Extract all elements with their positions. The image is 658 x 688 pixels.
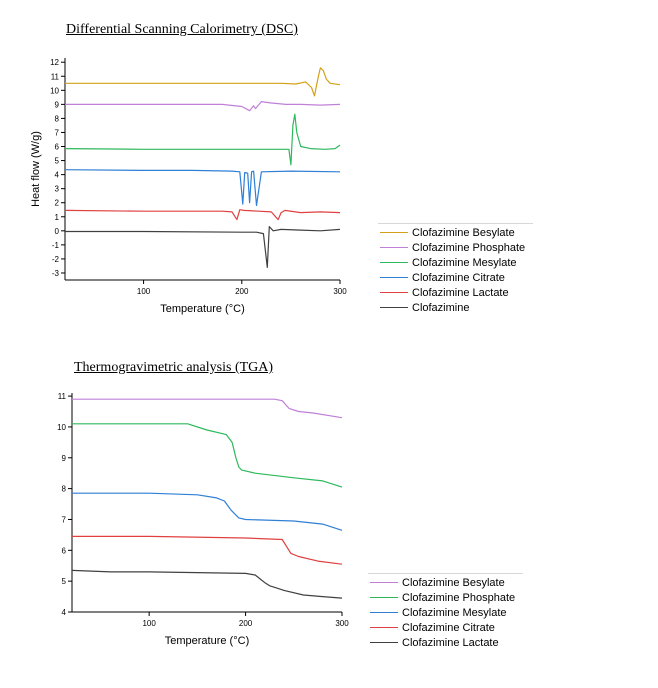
dsc-legend-swatch bbox=[380, 232, 408, 233]
dsc-y-tick-label: 4 bbox=[55, 171, 60, 180]
tga-legend: Clofazimine Besylate Clofazimine Phosphat… bbox=[370, 575, 515, 650]
dsc-y-tick-label: 1 bbox=[55, 213, 60, 222]
tga-legend-rule bbox=[368, 573, 523, 574]
dsc-y-tick-label: 7 bbox=[55, 128, 60, 137]
dsc-x-tick-label: 300 bbox=[333, 287, 347, 296]
dsc-legend-rule bbox=[378, 223, 533, 224]
dsc-y-tick-label: 6 bbox=[55, 143, 60, 152]
dsc-legend-swatch bbox=[380, 262, 408, 263]
tga-legend-label: Clofazimine Mesylate bbox=[402, 606, 507, 619]
dsc-legend-item: Clofazimine Besylate bbox=[380, 225, 525, 240]
dsc-legend-swatch bbox=[380, 277, 408, 278]
dsc-legend-label: Clofazimine bbox=[412, 301, 470, 314]
dsc-series-line-5 bbox=[65, 226, 341, 268]
dsc-legend-label: Clofazimine Mesylate bbox=[412, 256, 517, 269]
tga-legend-item: Clofazimine Mesylate bbox=[370, 605, 515, 620]
dsc-series-line-3 bbox=[64, 169, 341, 207]
dsc-legend-swatch bbox=[380, 307, 408, 308]
dsc-legend-item: Clofazimine Phosphate bbox=[380, 240, 525, 255]
tga-legend-item: Clofazimine Besylate bbox=[370, 575, 515, 590]
dsc-y-tick-label: 2 bbox=[55, 199, 60, 208]
dsc-legend-item: Clofazimine Citrate bbox=[380, 270, 525, 285]
dsc-legend-swatch bbox=[380, 247, 408, 248]
dsc-x-axis-label: Temperature (°C) bbox=[160, 303, 244, 315]
tga-legend-label: Clofazimine Phosphate bbox=[402, 591, 516, 604]
dsc-legend-swatch bbox=[380, 292, 408, 293]
tga-legend-swatch bbox=[370, 582, 398, 583]
dsc-y-tick-label: -3 bbox=[52, 269, 60, 278]
dsc-y-tick-label: 0 bbox=[55, 227, 60, 236]
dsc-series-line-4 bbox=[64, 209, 341, 221]
dsc-legend-label: Clofazimine Besylate bbox=[412, 226, 515, 239]
dsc-x-tick-label: 200 bbox=[235, 287, 249, 296]
tga-legend-label: Clofazimine Besylate bbox=[402, 576, 505, 589]
dsc-series-line-2 bbox=[64, 113, 341, 166]
dsc-legend-item: Clofazimine Mesylate bbox=[380, 255, 525, 270]
dsc-legend-item: Clofazimine Lactate bbox=[380, 285, 525, 300]
tga-legend-item: Clofazimine Lactate bbox=[370, 635, 515, 650]
dsc-legend: Clofazimine Besylate Clofazimine Phosphat… bbox=[380, 225, 525, 315]
dsc-y-tick-label: -2 bbox=[52, 255, 60, 264]
tga-legend-item: Clofazimine Phosphate bbox=[370, 590, 515, 605]
tga-legend-swatch bbox=[370, 597, 398, 598]
dsc-y-tick-label: 11 bbox=[51, 72, 60, 81]
dsc-y-tick-label: 8 bbox=[55, 114, 60, 123]
dsc-y-tick-label: 5 bbox=[55, 157, 60, 166]
tga-legend-item: Clofazimine Citrate bbox=[370, 620, 515, 635]
dsc-y-tick-label: 9 bbox=[55, 100, 60, 109]
dsc-x-tick-label: 100 bbox=[137, 287, 151, 296]
dsc-section-title: Differential Scanning Calorimetry (DSC) bbox=[66, 22, 298, 37]
tga-legend-label: Clofazimine Citrate bbox=[402, 621, 495, 634]
tga-section-title: Thermogravimetric analysis (TGA) bbox=[74, 360, 274, 375]
dsc-legend-label: Clofazimine Phosphate bbox=[412, 241, 526, 254]
tga-legend-swatch bbox=[370, 627, 398, 628]
dsc-y-tick-label: 12 bbox=[50, 58, 59, 67]
tga-legend-label: Clofazimine Lactate bbox=[402, 636, 499, 649]
dsc-y-tick-label: 3 bbox=[55, 185, 60, 194]
dsc-legend-label: Clofazimine Citrate bbox=[412, 271, 505, 284]
tga-legend-swatch bbox=[370, 642, 398, 643]
dsc-legend-item: Clofazimine bbox=[380, 300, 525, 315]
dsc-series-line-1 bbox=[65, 101, 341, 112]
dsc-y-tick-label: -1 bbox=[52, 241, 60, 250]
dsc-legend-label: Clofazimine Lactate bbox=[412, 286, 509, 299]
dsc-series-line-0 bbox=[65, 67, 341, 97]
dsc-y-axis-label: Heat flow (W/g) bbox=[30, 131, 42, 207]
tga-legend-swatch bbox=[370, 612, 398, 613]
dsc-y-tick-label: 10 bbox=[50, 86, 59, 95]
